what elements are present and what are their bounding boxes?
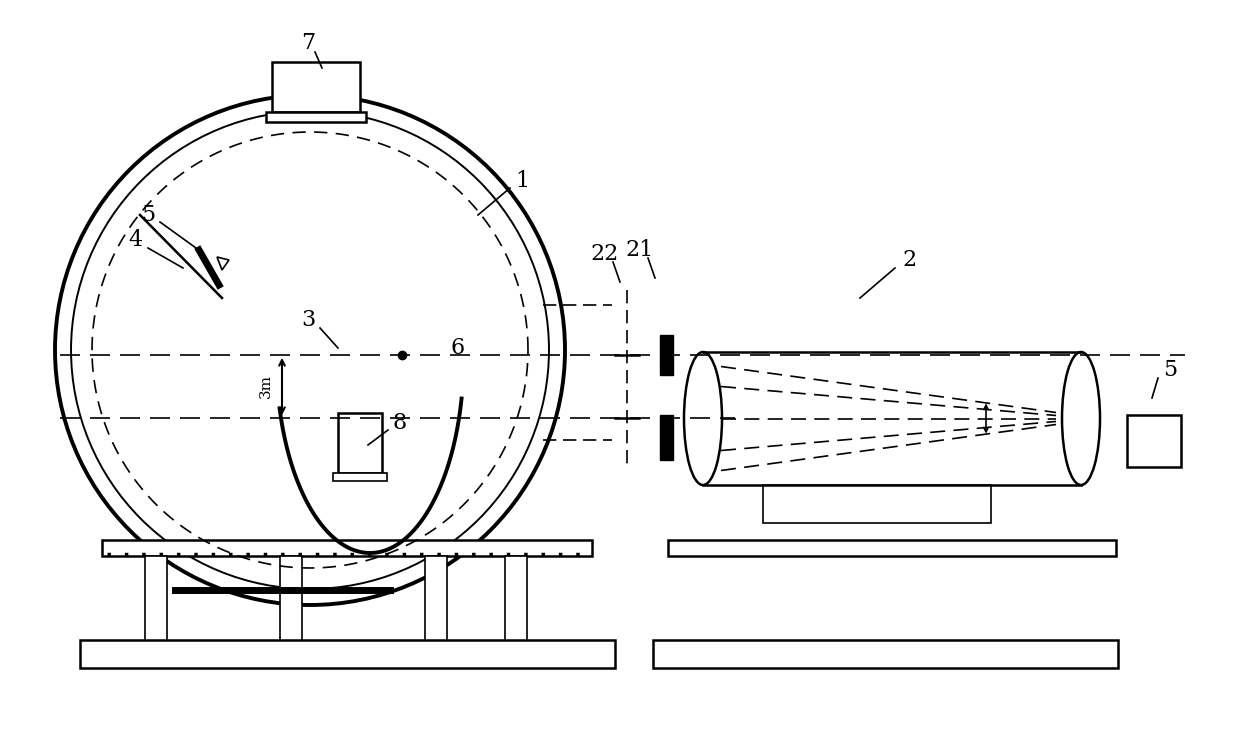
Bar — [660, 415, 673, 460]
Bar — [703, 352, 1080, 485]
Text: 8: 8 — [393, 412, 408, 434]
Ellipse shape — [684, 352, 722, 485]
Text: 22: 22 — [591, 243, 620, 265]
Text: 5: 5 — [141, 204, 155, 226]
Bar — [763, 485, 991, 523]
Bar — [506, 556, 527, 644]
Text: 4: 4 — [128, 229, 142, 251]
Bar — [81, 640, 615, 668]
Bar — [333, 473, 387, 481]
Text: 3: 3 — [301, 309, 315, 331]
Text: 6: 6 — [451, 337, 465, 359]
Text: 1: 1 — [515, 170, 529, 192]
Bar — [660, 335, 673, 375]
Ellipse shape — [1062, 352, 1100, 485]
Bar — [280, 556, 302, 644]
Circle shape — [72, 112, 548, 588]
Bar — [1127, 415, 1181, 467]
Bar — [102, 540, 592, 556]
Text: 7: 7 — [301, 32, 315, 54]
Bar — [266, 112, 366, 122]
Bar — [668, 540, 1116, 556]
Bar — [145, 556, 167, 644]
Bar — [338, 413, 382, 473]
Bar — [653, 640, 1118, 668]
Bar — [273, 62, 361, 112]
Text: 21: 21 — [626, 239, 654, 261]
Text: 2: 2 — [903, 249, 917, 271]
Text: 3m: 3m — [259, 374, 273, 398]
Bar — [425, 556, 447, 644]
Text: 5: 5 — [1163, 359, 1177, 381]
